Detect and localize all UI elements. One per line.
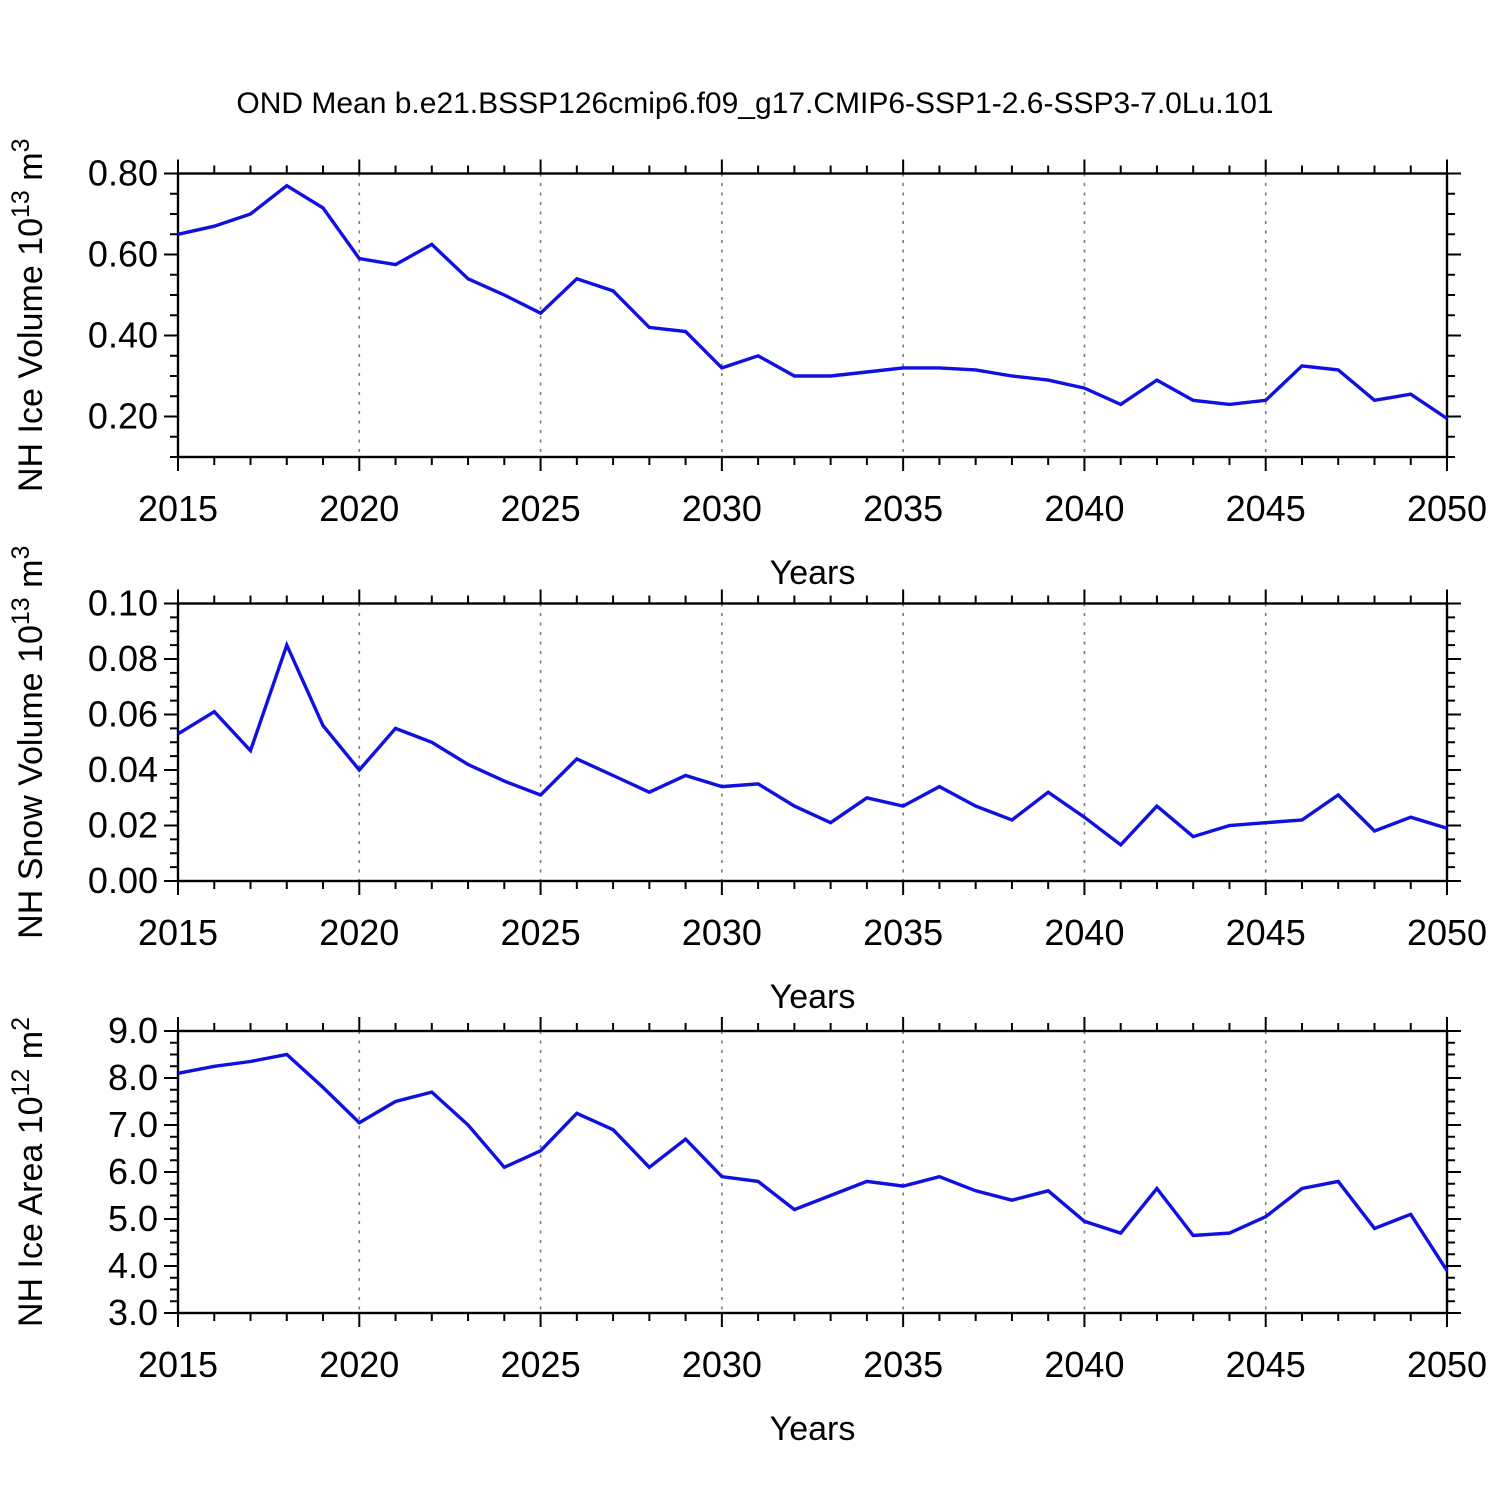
panel-snow-volume: 0.00 0.02 0.04 0.06 0.08 0.10 2015 2020 2025 2030…	[7, 546, 1487, 1016]
x-tick-label: 2020	[319, 488, 399, 529]
y-tick-label: 0.00	[88, 860, 158, 901]
x-tick-label: 2035	[863, 1344, 943, 1385]
x-tick-label: 2015	[138, 488, 218, 529]
x-tick-label: 2030	[682, 488, 762, 529]
y-tick-label: 0.20	[88, 396, 158, 437]
panel-ice-area: 3.0 4.0 5.0 6.0 7.0 8.0 9.0 2015 2020 2025 2030 203…	[7, 1010, 1487, 1448]
chart-panels: 0.20 0.40 0.60 0.80 2015 2020 2025 2030 2035 2040…	[7, 138, 1487, 1448]
y-tick-label: 0.10	[88, 583, 158, 624]
x-tick-label: 2040	[1044, 1344, 1124, 1385]
x-tick-label: 2035	[863, 488, 943, 529]
y-tick-label: 0.04	[88, 749, 158, 790]
x-tick-label: 2025	[501, 1344, 581, 1385]
y-tick-label: 8.0	[108, 1057, 158, 1098]
x-tick-label: 2020	[319, 1344, 399, 1385]
x-tick-label: 2045	[1226, 1344, 1306, 1385]
chart-title: OND Mean b.e21.BSSP126cmip6.f09_g17.CMIP…	[236, 87, 1273, 120]
x-axis-title: Years	[770, 978, 856, 1016]
x-tick-label: 2050	[1407, 912, 1487, 953]
x-tick-label: 2025	[501, 488, 581, 529]
x-tick-label: 2020	[319, 912, 399, 953]
x-tick-label: 2045	[1226, 912, 1306, 953]
y-axis-title: NH Snow Volume 1013 m3	[7, 546, 50, 939]
y-tick-label: 0.80	[88, 153, 158, 194]
x-tick-label: 2050	[1407, 1344, 1487, 1385]
y-tick-label: 0.40	[88, 315, 158, 356]
y-tick-label: 9.0	[108, 1010, 158, 1051]
y-tick-label: 3.0	[108, 1292, 158, 1333]
x-tick-label: 2015	[138, 1344, 218, 1385]
y-tick-label: 0.02	[88, 805, 158, 846]
y-tick-label: 7.0	[108, 1104, 158, 1145]
x-tick-label: 2045	[1226, 488, 1306, 529]
x-tick-label: 2030	[682, 1344, 762, 1385]
data-line	[177, 640, 1448, 848]
x-tick-label: 2050	[1407, 488, 1487, 529]
x-tick-label: 2040	[1044, 912, 1124, 953]
x-tick-label: 2015	[138, 912, 218, 953]
y-tick-label: 6.0	[108, 1151, 158, 1192]
data-line	[177, 1052, 1449, 1272]
y-tick-label: 0.06	[88, 694, 158, 735]
plot-frame	[176, 172, 1449, 459]
data-line	[177, 183, 1448, 420]
x-tick-label: 2030	[682, 912, 762, 953]
x-tick-label: 2040	[1044, 488, 1124, 529]
y-tick-label: 0.08	[88, 638, 158, 679]
y-axis-title: NH Ice Volume 1013 m3	[7, 138, 50, 492]
x-axis-title: Years	[770, 554, 856, 592]
plot-frame	[176, 602, 1449, 883]
y-tick-label: 4.0	[108, 1245, 158, 1286]
plot-frame	[176, 1029, 1449, 1315]
x-tick-label: 2025	[501, 912, 581, 953]
y-tick-label: 5.0	[108, 1198, 158, 1239]
x-tick-label: 2035	[863, 912, 943, 953]
y-tick-label: 0.60	[88, 234, 158, 275]
y-axis-title: NH Ice Area 1012 m2	[7, 1017, 50, 1327]
x-axis-title: Years	[770, 1410, 856, 1448]
panel-ice-volume: 0.20 0.40 0.60 0.80 2015 2020 2025 2030 2035 2040…	[7, 138, 1487, 592]
